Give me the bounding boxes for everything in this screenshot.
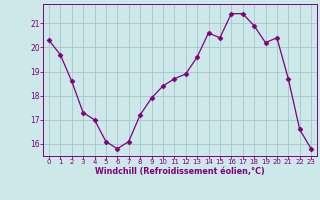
X-axis label: Windchill (Refroidissement éolien,°C): Windchill (Refroidissement éolien,°C) [95, 167, 265, 176]
